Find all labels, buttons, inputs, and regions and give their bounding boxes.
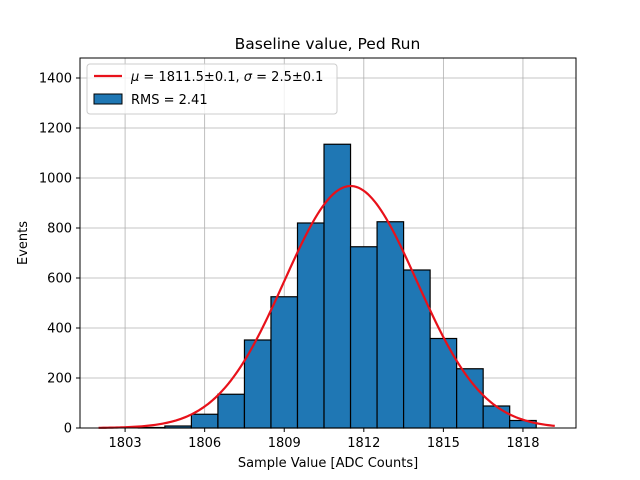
- histogram-bar: [376, 221, 405, 429]
- y-axis-ticks: 0 200 400 600 800 1000 1200 1400: [39, 72, 80, 437]
- legend-fit-label: μ = 1811.5±0.1, σ = 2.5±0.1: [130, 70, 323, 85]
- x-tick-label: 1818: [506, 436, 539, 451]
- x-tick-label: 1806: [188, 436, 221, 451]
- legend-bar-swatch: [93, 93, 123, 105]
- plot-frame: [79, 57, 577, 429]
- x-axis-ticks: 1803 1806 1809 1812 1815 1818: [109, 428, 539, 451]
- legend-rms-label: RMS = 2.41: [131, 93, 208, 108]
- histogram-bar: [456, 368, 484, 429]
- histogram-bars: [137, 143, 537, 429]
- legend-box: [86, 63, 338, 115]
- x-tick-label: 1812: [347, 436, 380, 451]
- x-tick-label: 1809: [268, 436, 301, 451]
- y-tick-label: 600: [47, 272, 72, 287]
- legend-sigma-symbol: σ: [244, 70, 253, 85]
- legend: μ = 1811.5±0.1, σ = 2.5±0.1 RMS = 2.41: [86, 63, 338, 115]
- y-tick-label: 1000: [39, 172, 72, 187]
- legend-mu-symbol: μ: [130, 70, 139, 85]
- x-tick-label: 1815: [427, 436, 460, 451]
- y-tick-label: 1200: [39, 122, 72, 137]
- histogram-bar: [217, 393, 246, 429]
- y-tick-label: 0: [64, 422, 72, 437]
- y-tick-label: 400: [47, 322, 72, 337]
- y-axis-label: Events: [16, 221, 31, 265]
- y-tick-label: 200: [47, 372, 72, 387]
- y-tick-label: 1400: [39, 72, 72, 87]
- histogram-bar: [296, 222, 325, 429]
- gaussian-fit-curve: [98, 184, 555, 429]
- chart-title: Baseline value, Ped Run: [235, 35, 421, 53]
- x-axis-label: Sample Value [ADC Counts]: [238, 456, 418, 471]
- x-tick-label: 1803: [109, 436, 142, 451]
- y-tick-label: 800: [47, 222, 72, 237]
- histogram-bar: [402, 269, 431, 429]
- legend-sigma-value: = 2.5±0.1: [252, 70, 323, 85]
- histogram-bar: [482, 405, 511, 429]
- legend-mu-value: = 1811.5±0.1,: [139, 70, 243, 85]
- histogram-bar: [190, 413, 219, 429]
- histogram-bar: [270, 296, 299, 429]
- histogram-bar: [349, 246, 378, 429]
